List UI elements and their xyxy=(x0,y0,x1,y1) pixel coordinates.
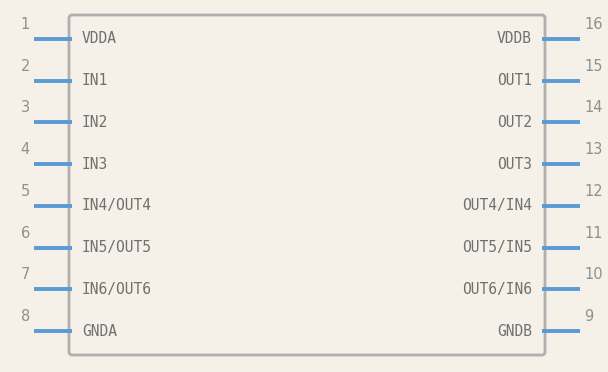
Text: OUT1: OUT1 xyxy=(497,73,532,88)
Text: IN4/OUT4: IN4/OUT4 xyxy=(82,198,152,214)
Text: IN3: IN3 xyxy=(82,157,108,171)
Text: 4: 4 xyxy=(21,142,30,157)
Text: 1: 1 xyxy=(21,17,30,32)
Text: 14: 14 xyxy=(584,100,603,115)
Text: 15: 15 xyxy=(584,59,603,74)
Text: IN6/OUT6: IN6/OUT6 xyxy=(82,282,152,297)
Text: OUT4/IN4: OUT4/IN4 xyxy=(462,198,532,214)
Text: 6: 6 xyxy=(21,226,30,241)
Text: GNDB: GNDB xyxy=(497,324,532,339)
Text: 11: 11 xyxy=(584,226,603,241)
Text: 10: 10 xyxy=(584,267,603,282)
Text: OUT3: OUT3 xyxy=(497,157,532,171)
Text: IN2: IN2 xyxy=(82,115,108,130)
Text: VDDB: VDDB xyxy=(497,31,532,46)
FancyBboxPatch shape xyxy=(69,15,545,355)
Text: VDDA: VDDA xyxy=(82,31,117,46)
Text: 5: 5 xyxy=(21,184,30,199)
Text: 12: 12 xyxy=(584,184,603,199)
Text: 9: 9 xyxy=(584,309,593,324)
Text: 3: 3 xyxy=(21,100,30,115)
Text: IN1: IN1 xyxy=(82,73,108,88)
Text: OUT6/IN6: OUT6/IN6 xyxy=(462,282,532,297)
Text: IN5/OUT5: IN5/OUT5 xyxy=(82,240,152,255)
Text: GNDA: GNDA xyxy=(82,324,117,339)
Text: 13: 13 xyxy=(584,142,603,157)
Text: OUT5/IN5: OUT5/IN5 xyxy=(462,240,532,255)
Text: 7: 7 xyxy=(21,267,30,282)
Text: 16: 16 xyxy=(584,17,603,32)
Text: 2: 2 xyxy=(21,59,30,74)
Text: 8: 8 xyxy=(21,309,30,324)
Text: OUT2: OUT2 xyxy=(497,115,532,130)
